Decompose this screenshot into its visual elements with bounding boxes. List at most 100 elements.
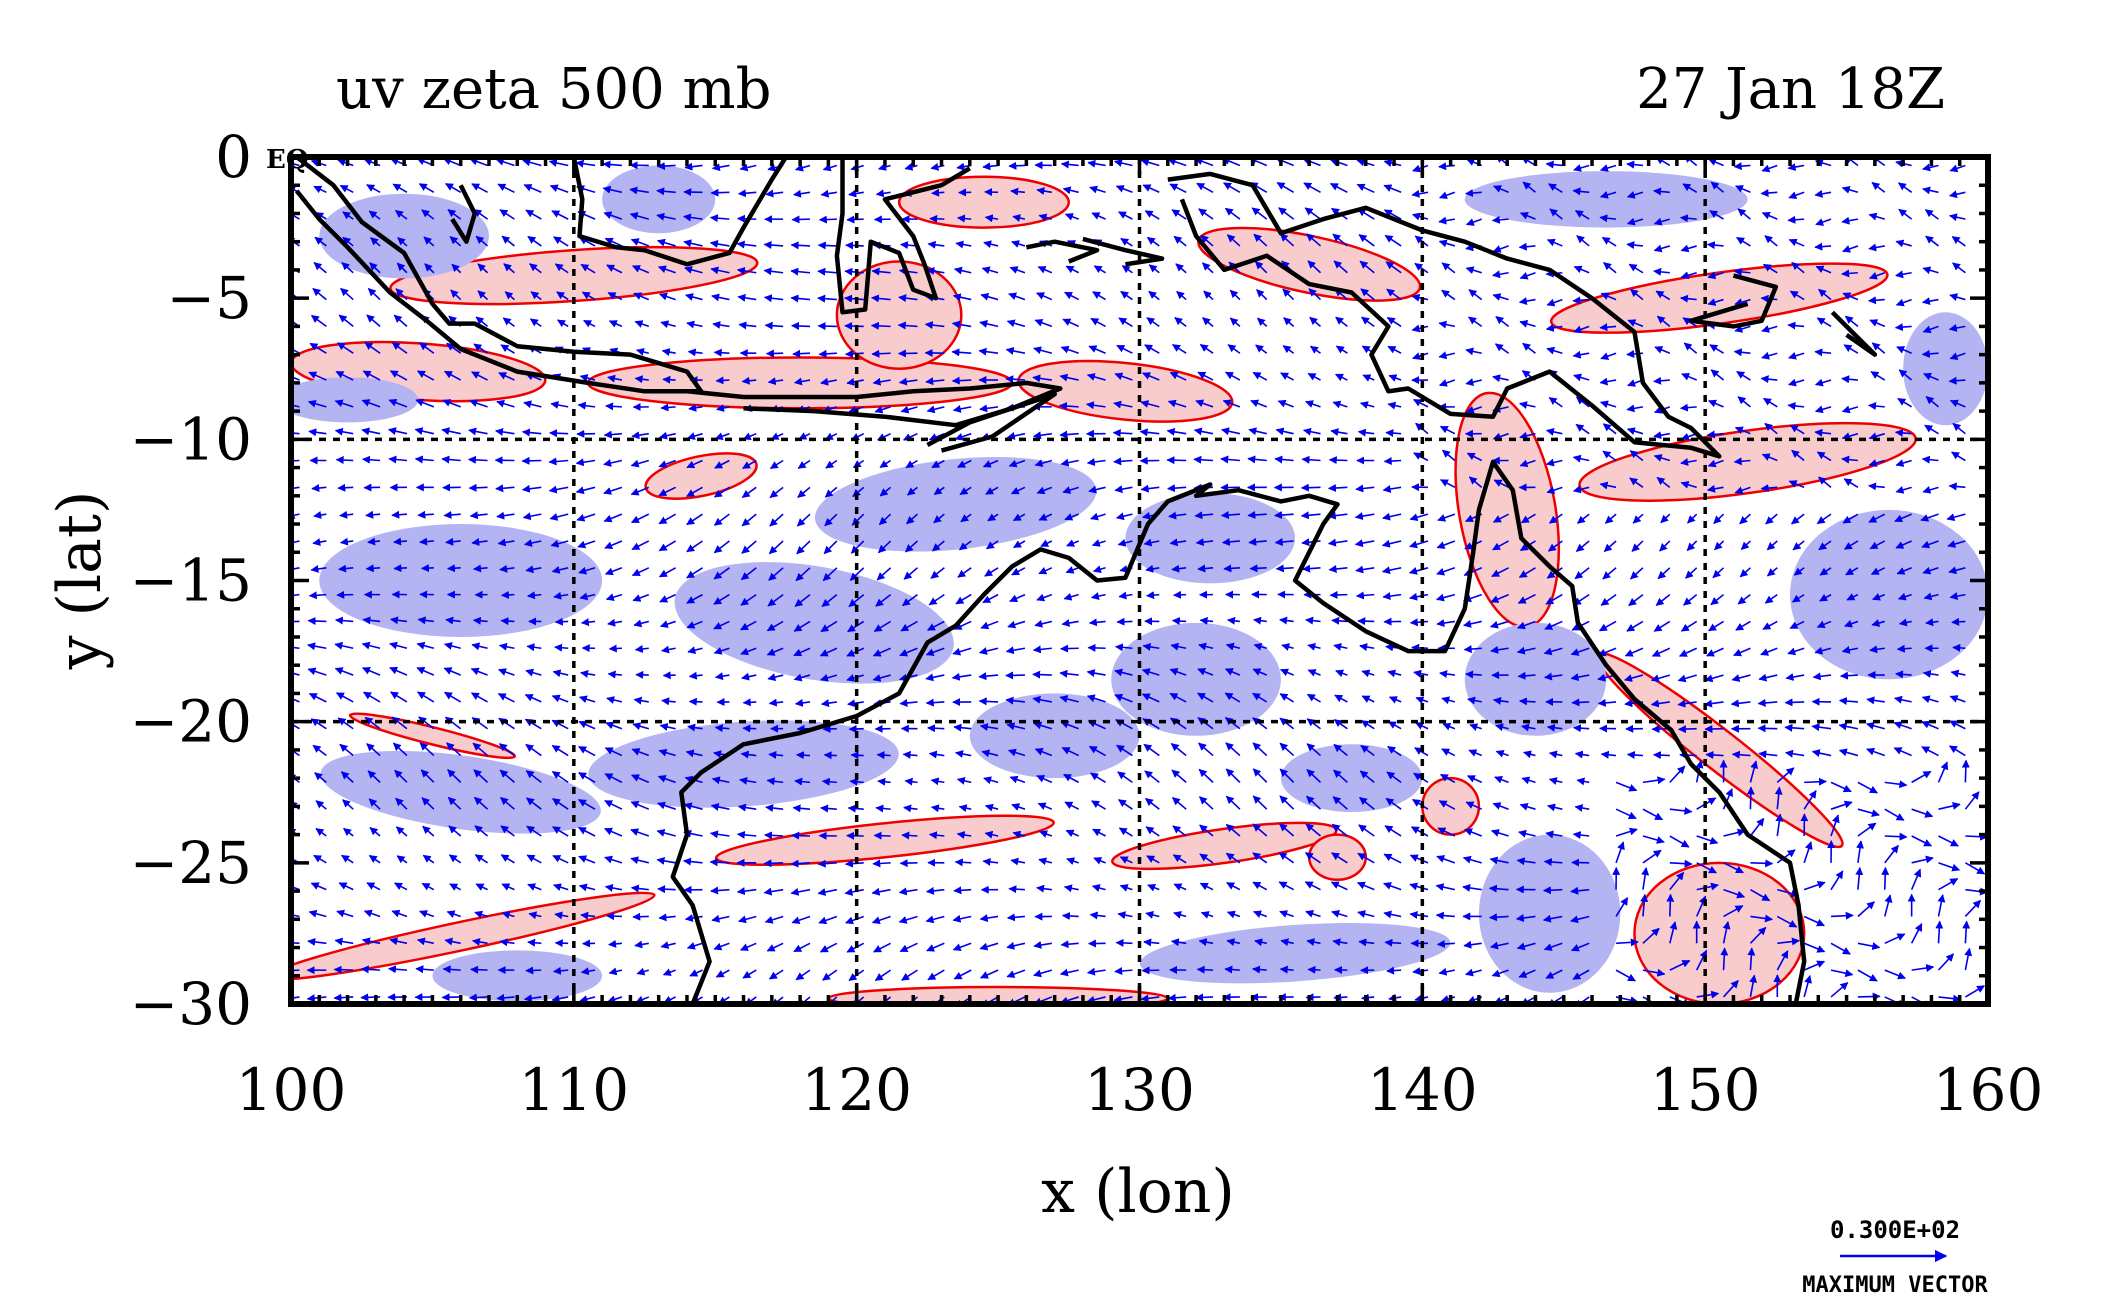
wind-vector-203 (656, 238, 676, 247)
wind-vector-432 (1734, 325, 1751, 333)
wind-vector-558 (1736, 370, 1751, 381)
wind-vector-343 (1036, 292, 1053, 301)
wind-vector-555 (1653, 376, 1670, 385)
wind-vector-590 (900, 405, 918, 414)
wind-vector-410 (1146, 317, 1160, 328)
wind-vector-621 (1737, 396, 1751, 408)
wind-vector-645 (686, 432, 703, 440)
wind-vector-547 (1438, 379, 1456, 387)
wind-vector-487 (1522, 342, 1536, 354)
wind-vector-139 (629, 212, 649, 220)
wind-vector-398 (817, 322, 837, 331)
wind-vector-632 (334, 427, 354, 436)
wind-vector-604 (1277, 399, 1294, 408)
wind-vector-321 (450, 289, 462, 301)
wind-vector-439 (1922, 325, 1939, 334)
wind-vector-292 (1359, 260, 1375, 274)
wind-vector-155 (1064, 213, 1079, 221)
wind-vector-265 (631, 265, 650, 274)
wind-vector-264 (606, 264, 623, 274)
wind-vector-32 (1140, 158, 1160, 167)
wind-vector-31 (1113, 159, 1133, 167)
wind-vector-1660 (872, 859, 891, 868)
wind-vector-1593 (764, 831, 784, 840)
wind-vector-387 (529, 318, 542, 328)
wind-vector-489 (1572, 350, 1590, 359)
wind-vector-300 (1573, 265, 1590, 274)
wind-vector-1225 (1032, 670, 1052, 679)
wind-vector-667 (1275, 427, 1294, 436)
wind-vector-543 (1334, 373, 1348, 382)
wind-vector-609 (1413, 398, 1429, 408)
wind-vector-472 (1116, 344, 1133, 354)
wind-vector-462 (844, 349, 864, 358)
wind-vector-229 (1358, 234, 1375, 247)
wind-vector-1194 (1896, 644, 1912, 653)
wind-vector-172 (1519, 212, 1536, 220)
wind-vector-482 (1387, 345, 1402, 354)
wind-vector-344 (1064, 291, 1080, 301)
wind-vector-617 (1626, 404, 1644, 413)
negative-vorticity-patch-12 (1464, 622, 1607, 736)
wind-vector-100 (1276, 182, 1295, 193)
wind-vector-253 (313, 261, 327, 274)
wind-vector-176 (1626, 217, 1644, 226)
wind-vector-518 (662, 375, 676, 384)
wind-vector-244 (1764, 235, 1778, 247)
wind-vector-637 (468, 427, 488, 436)
wind-vector-29 (1060, 160, 1079, 169)
wind-vector-497 (1788, 351, 1805, 360)
wind-vector-224 (1226, 234, 1241, 247)
wind-vector-96 (1169, 183, 1187, 194)
wind-vector-657 (1006, 431, 1026, 440)
wind-vector-1692 (1750, 859, 1774, 868)
wind-vector-333 (763, 294, 784, 303)
y-tick-label--15: −15 (130, 547, 252, 615)
title-right: 27 Jan 18Z (1636, 57, 1945, 122)
wind-vector-256 (396, 262, 408, 274)
wind-vector-1776 (606, 912, 622, 921)
wind-vector-619 (1679, 403, 1697, 412)
wind-vector-279 (1009, 266, 1026, 274)
wind-vector-286 (1201, 262, 1214, 274)
wind-vector-358 (1441, 289, 1456, 301)
wind-vector-506 (335, 370, 354, 381)
wind-vector-221 (1146, 236, 1160, 247)
wind-vector-592 (952, 404, 972, 413)
wind-vector-116 (1710, 181, 1725, 193)
wind-vector-214 (955, 240, 972, 249)
wind-vector-467 (978, 347, 999, 356)
wind-vector-53 (1708, 158, 1724, 167)
wind-vector-413 (1229, 317, 1241, 328)
wind-vector-406 (1034, 318, 1053, 328)
wind-vector-469 (1033, 346, 1053, 355)
wind-vector-132 (447, 209, 462, 220)
wind-vector-1899 (525, 966, 542, 975)
wind-vector-636 (441, 427, 461, 436)
wind-vector-1656 (763, 859, 784, 868)
wind-vector-655 (954, 432, 972, 441)
wind-vector-20 (822, 163, 838, 172)
wind-vector-302 (1628, 263, 1644, 274)
wind-vector-679 (1602, 423, 1617, 435)
wind-vector-152 (984, 214, 999, 223)
wind-vector-654 (928, 432, 945, 441)
wind-vector-104 (1383, 184, 1402, 194)
wind-vector-1566 (1746, 786, 1755, 810)
wind-vector-531 (1005, 375, 1026, 384)
wind-vector-385 (475, 316, 489, 328)
wind-vector-250 (1925, 235, 1939, 247)
wind-vector-620 (1708, 399, 1724, 408)
wind-vector-498 (1814, 348, 1832, 357)
wind-vector-504 (291, 375, 300, 381)
positive-vorticity-layer (291, 175, 1917, 1004)
wind-vector-201 (604, 237, 623, 247)
wind-vector-56 (1787, 163, 1805, 171)
wind-vector-1868 (1384, 938, 1402, 947)
wind-vector-309 (1815, 265, 1832, 274)
wind-vector-1959 (441, 993, 461, 1002)
wind-vector-763 (468, 483, 488, 492)
wind-vector-1406 (823, 751, 837, 760)
wind-vector-190 (314, 236, 327, 247)
wind-vector-508 (389, 370, 408, 381)
